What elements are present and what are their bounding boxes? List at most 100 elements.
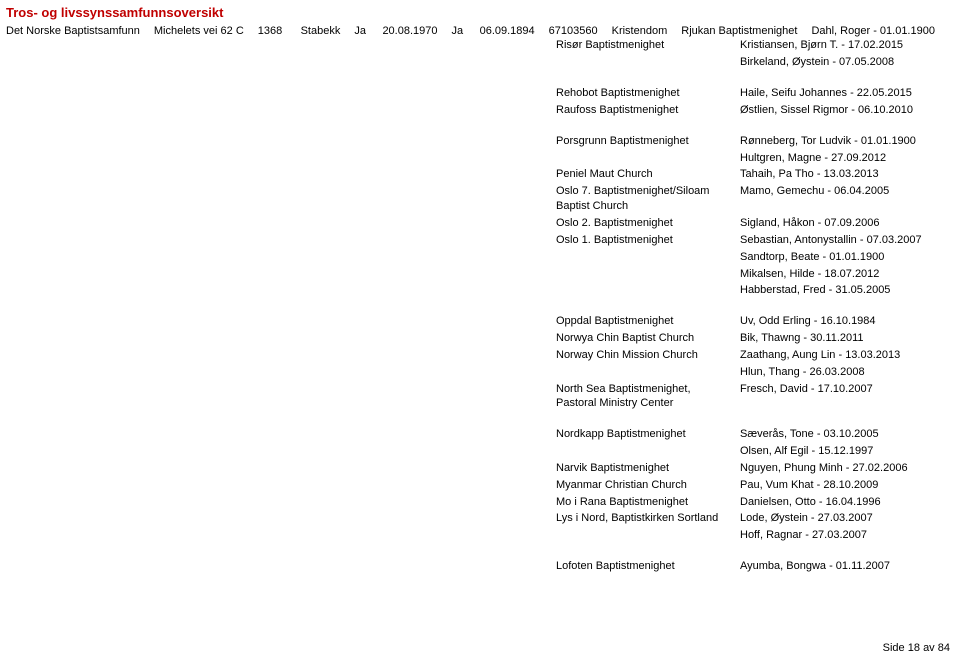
congregation-cell [556,267,740,282]
footer-pre: Side [883,642,905,654]
list-row: Oslo 1. BaptistmenighetSebastian, Antony… [556,233,950,248]
congregation-cell: Oslo 1. Baptistmenighet [556,233,740,248]
flag-1: Ja [354,24,382,39]
list-row: Myanmar Christian ChurchPau, Vum Khat - … [556,478,950,493]
congregation-cell: Lofoten Baptistmenighet [556,559,740,574]
person-cell: Bik, Thawng - 30.11.2011 [740,331,950,346]
list-row: Habberstad, Fred - 31.05.2005 [556,283,950,298]
congregation-cell [556,55,740,70]
list-row: Peniel Maut ChurchTahaih, Pa Tho - 13.03… [556,167,950,182]
person-cell: Mikalsen, Hilde - 18.07.2012 [740,267,950,282]
list-row: Oslo 7. Baptistmenighet/Siloam Baptist C… [556,184,950,214]
list-row: Norwya Chin Baptist ChurchBik, Thawng - … [556,331,950,346]
person-cell: Hoff, Ragnar - 27.03.2007 [740,528,950,543]
main-record-row: Det Norske Baptistsamfunn Michelets vei … [0,24,960,39]
record-block: Oppdal BaptistmenighetUv, Odd Erling - 1… [0,314,960,413]
person-cell: Habberstad, Fred - 31.05.2005 [740,283,950,298]
list-row: Rehobot BaptistmenighetHaile, Seifu Joha… [556,86,950,101]
list-row: Lofoten BaptistmenighetAyumba, Bongwa - … [556,559,950,574]
congregation: Rjukan Baptistmenighet [681,24,811,39]
congregation-cell: Oppdal Baptistmenighet [556,314,740,329]
person-cell: Fresch, David - 17.10.2007 [740,382,950,412]
congregation-cell: Rehobot Baptistmenighet [556,86,740,101]
list-row: Hultgren, Magne - 27.09.2012 [556,151,950,166]
congregation-cell [556,151,740,166]
extra-rows: Risør BaptistmenighetKristiansen, Bjørn … [556,38,950,70]
list-row: Porsgrunn BaptistmenighetRønneberg, Tor … [556,134,950,149]
congregation-cell: Peniel Maut Church [556,167,740,182]
person-cell: Zaathang, Aung Lin - 13.03.2013 [740,348,950,363]
record-block: Nordkapp BaptistmenighetSæverås, Tone - … [0,427,960,545]
date-2: 06.09.1894 [480,24,549,39]
congregation-cell [556,250,740,265]
list-row: Narvik BaptistmenighetNguyen, Phung Minh… [556,461,950,476]
list-row: Mo i Rana BaptistmenighetDanielsen, Otto… [556,495,950,510]
congregation-cell: Nordkapp Baptistmenighet [556,427,740,442]
list-row: Sandtorp, Beate - 01.01.1900 [556,250,950,265]
person-date: Dahl, Roger - 01.01.1900 [811,24,960,39]
list-row: Hlun, Thang - 26.03.2008 [556,365,950,380]
org-id: 67103560 [549,24,612,39]
congregation-cell: Norway Chin Mission Church [556,348,740,363]
record-block: Rehobot BaptistmenighetHaile, Seifu Joha… [0,86,960,120]
person-cell: Rønneberg, Tor Ludvik - 01.01.1900 [740,134,950,149]
person-cell: Hultgren, Magne - 27.09.2012 [740,151,950,166]
footer-mid: av [923,642,935,654]
list-row: Raufoss BaptistmenighetØstlien, Sissel R… [556,103,950,118]
list-row: North Sea Baptistmenighet, Pastoral Mini… [556,382,950,412]
congregation-cell: Risør Baptistmenighet [556,38,740,53]
person-cell: Danielsen, Otto - 16.04.1996 [740,495,950,510]
org-name: Det Norske Baptistsamfunn [6,24,154,39]
religion: Kristendom [612,24,682,39]
list-row: Lys i Nord, Baptistkirken SortlandLode, … [556,511,950,526]
person-cell: Uv, Odd Erling - 16.10.1984 [740,314,950,329]
person-cell: Lode, Øystein - 27.03.2007 [740,511,950,526]
person-cell: Haile, Seifu Johannes - 22.05.2015 [740,86,950,101]
congregation-cell: Norwya Chin Baptist Church [556,331,740,346]
person-cell: Mamo, Gemechu - 06.04.2005 [740,184,950,214]
person-cell: Nguyen, Phung Minh - 27.02.2006 [740,461,950,476]
list-row: Nordkapp BaptistmenighetSæverås, Tone - … [556,427,950,442]
person-cell: Sæverås, Tone - 03.10.2005 [740,427,950,442]
person-cell: Kristiansen, Bjørn T. - 17.02.2015 [740,38,950,53]
flag-2: Ja [452,24,480,39]
list-row: Birkeland, Øystein - 07.05.2008 [556,55,950,70]
list-row: Oslo 2. BaptistmenighetSigland, Håkon - … [556,216,950,231]
congregation-cell: Oslo 7. Baptistmenighet/Siloam Baptist C… [556,184,740,214]
date-1: 20.08.1970 [382,24,451,39]
person-cell: Hlun, Thang - 26.03.2008 [740,365,950,380]
post-code: 1368 [258,24,301,39]
person-cell: Olsen, Alf Egil - 15.12.1997 [740,444,950,459]
list-row: Hoff, Ragnar - 27.03.2007 [556,528,950,543]
record-block: Porsgrunn BaptistmenighetRønneberg, Tor … [0,134,960,300]
post-place: Stabekk [301,24,355,39]
congregation-cell: Lys i Nord, Baptistkirken Sortland [556,511,740,526]
footer-page: 18 [908,642,920,654]
page-title: Tros- og livssynssamfunnsoversikt [0,0,960,24]
congregation-cell: Raufoss Baptistmenighet [556,103,740,118]
list-row: Risør BaptistmenighetKristiansen, Bjørn … [556,38,950,53]
congregation-cell [556,528,740,543]
congregation-cell: Mo i Rana Baptistmenighet [556,495,740,510]
congregation-cell: Porsgrunn Baptistmenighet [556,134,740,149]
person-cell: Østlien, Sissel Rigmor - 06.10.2010 [740,103,950,118]
list-row: Mikalsen, Hilde - 18.07.2012 [556,267,950,282]
congregation-cell [556,283,740,298]
congregation-cell: Myanmar Christian Church [556,478,740,493]
congregation-cell: Narvik Baptistmenighet [556,461,740,476]
address: Michelets vei 62 C [154,24,258,39]
record-block: Lofoten BaptistmenighetAyumba, Bongwa - … [0,559,960,576]
congregation-cell: North Sea Baptistmenighet, Pastoral Mini… [556,382,740,412]
person-cell: Sigland, Håkon - 07.09.2006 [740,216,950,231]
page-footer: Side 18 av 84 [883,641,950,656]
person-cell: Pau, Vum Khat - 28.10.2009 [740,478,950,493]
person-cell: Sandtorp, Beate - 01.01.1900 [740,250,950,265]
congregation-cell [556,444,740,459]
list-row: Olsen, Alf Egil - 15.12.1997 [556,444,950,459]
congregation-cell [556,365,740,380]
congregation-cell: Oslo 2. Baptistmenighet [556,216,740,231]
list-row: Oppdal BaptistmenighetUv, Odd Erling - 1… [556,314,950,329]
list-row: Norway Chin Mission ChurchZaathang, Aung… [556,348,950,363]
footer-total: 84 [938,642,950,654]
person-cell: Birkeland, Øystein - 07.05.2008 [740,55,950,70]
